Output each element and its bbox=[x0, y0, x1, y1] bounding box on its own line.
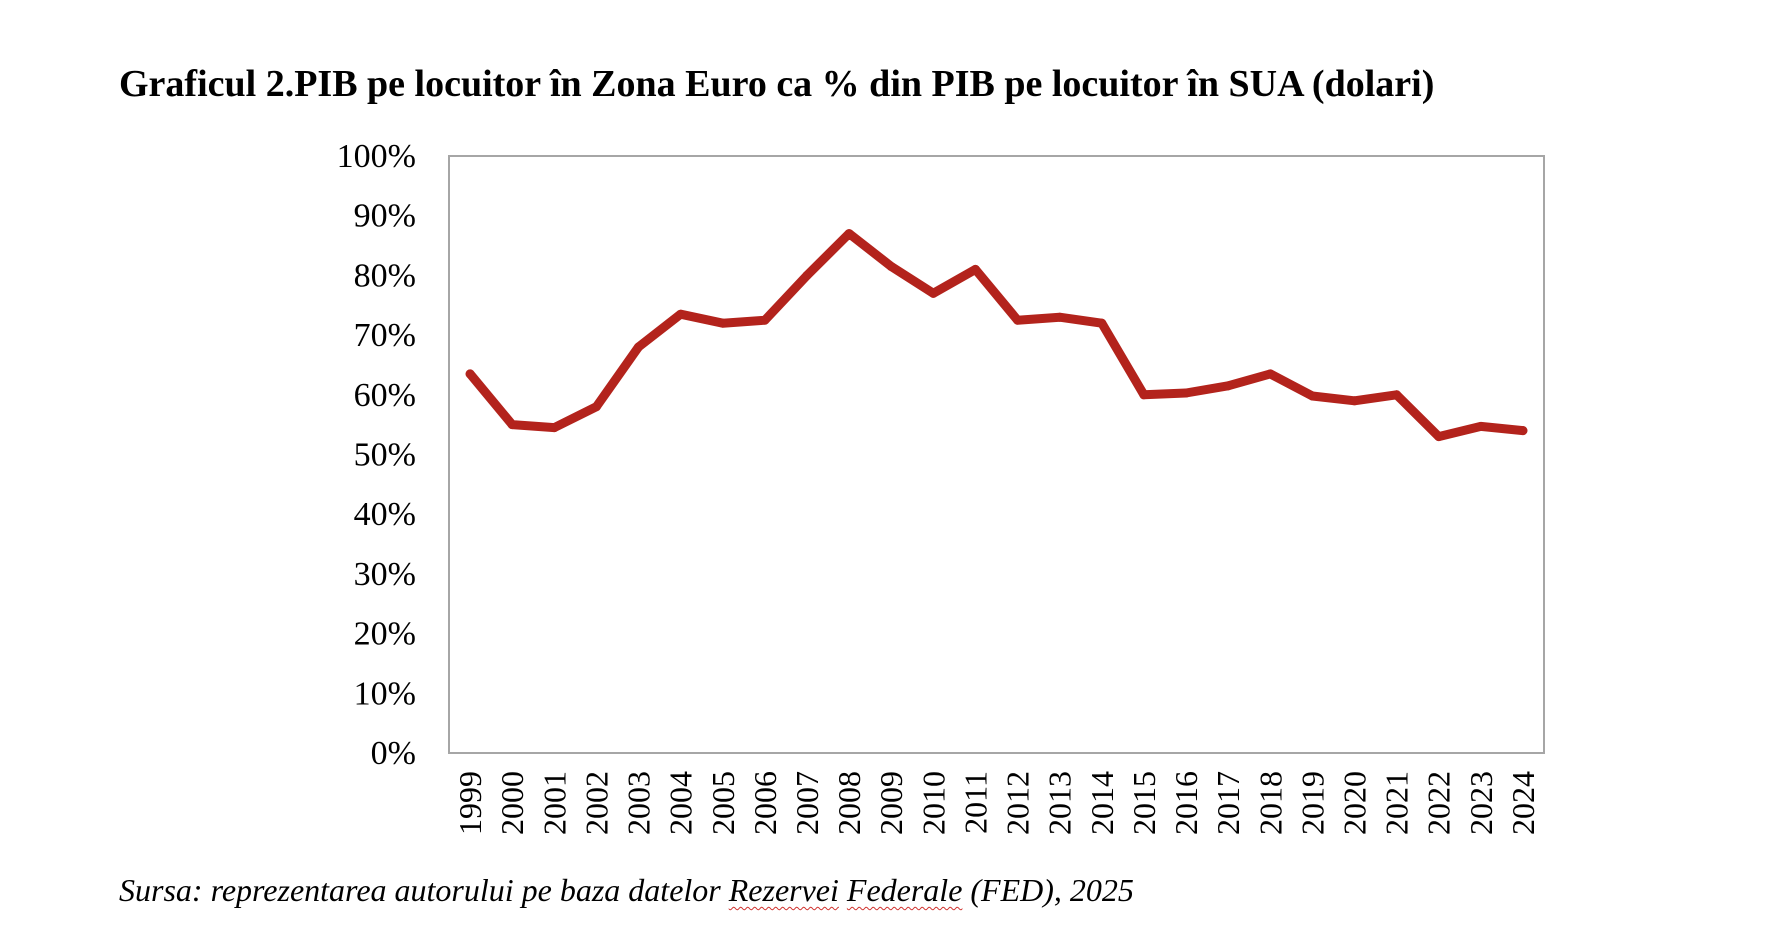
data-point bbox=[1139, 390, 1149, 400]
x-tick-label: 2016 bbox=[1168, 771, 1204, 835]
source-space bbox=[839, 872, 847, 908]
x-tick-label: 2000 bbox=[494, 771, 530, 835]
y-tick-label: 90% bbox=[354, 198, 416, 235]
x-tick-label: 2009 bbox=[873, 771, 909, 835]
x-tick-label: 2019 bbox=[1294, 771, 1330, 835]
x-tick-label: 2004 bbox=[663, 771, 699, 835]
data-point bbox=[1392, 390, 1402, 400]
data-point bbox=[549, 423, 559, 433]
source-word-federale: Federale bbox=[846, 872, 963, 908]
x-tick-label: 2012 bbox=[1000, 771, 1036, 835]
data-point bbox=[886, 261, 896, 271]
data-point bbox=[1265, 369, 1275, 379]
x-tick-label: 2003 bbox=[621, 771, 657, 835]
data-point bbox=[760, 315, 770, 325]
x-tick-label: 2006 bbox=[747, 771, 783, 835]
plot-frame bbox=[448, 155, 1545, 754]
data-point bbox=[634, 342, 644, 352]
y-tick-label: 60% bbox=[354, 377, 416, 414]
y-tick-label: 80% bbox=[354, 257, 416, 294]
data-point bbox=[928, 288, 938, 298]
y-tick-label: 30% bbox=[354, 556, 416, 593]
data-point bbox=[718, 318, 728, 328]
data-point bbox=[1476, 421, 1486, 431]
source-note: Sursa: reprezentarea autorului pe baza d… bbox=[119, 872, 1134, 909]
y-tick-label: 70% bbox=[354, 317, 416, 354]
data-point bbox=[1013, 315, 1023, 325]
y-tick-label: 0% bbox=[371, 735, 416, 772]
data-point bbox=[507, 420, 517, 430]
x-tick-label: 2011 bbox=[957, 771, 993, 834]
source-word-rezervei: Rezervei bbox=[728, 872, 839, 908]
data-point bbox=[970, 264, 980, 274]
x-tick-label: 2022 bbox=[1421, 771, 1457, 835]
data-point bbox=[1223, 381, 1233, 391]
chart-title: Graficul 2.PIB pe locuitor în Zona Euro … bbox=[119, 63, 1435, 105]
source-suffix: (FED), 2025 bbox=[962, 872, 1134, 908]
x-tick-label: 2023 bbox=[1463, 771, 1499, 835]
x-tick-label: 2005 bbox=[705, 771, 741, 835]
x-tick-label: 2014 bbox=[1084, 771, 1120, 835]
data-point bbox=[844, 229, 854, 239]
x-tick-label: 2010 bbox=[915, 771, 951, 835]
x-tick-label: 2013 bbox=[1042, 771, 1078, 835]
data-point bbox=[802, 270, 812, 280]
y-tick-label: 40% bbox=[354, 496, 416, 533]
data-point bbox=[1181, 388, 1191, 398]
x-tick-label: 2001 bbox=[536, 771, 572, 835]
x-tick-label: 2021 bbox=[1379, 771, 1415, 835]
data-point bbox=[1055, 312, 1065, 322]
y-tick-label: 10% bbox=[354, 675, 416, 712]
x-tick-label: 2024 bbox=[1505, 771, 1541, 835]
x-tick-label: 2020 bbox=[1336, 771, 1372, 835]
y-tick-label: 100% bbox=[337, 138, 416, 175]
data-point bbox=[1518, 426, 1528, 436]
series-line bbox=[465, 229, 1528, 442]
y-tick-label: 50% bbox=[354, 437, 416, 474]
data-point bbox=[591, 402, 601, 412]
data-point bbox=[1349, 396, 1359, 406]
data-point bbox=[465, 369, 475, 379]
data-point bbox=[1097, 318, 1107, 328]
data-point bbox=[1434, 432, 1444, 442]
x-tick-label: 2007 bbox=[789, 771, 825, 835]
data-point bbox=[676, 309, 686, 319]
data-point bbox=[1307, 391, 1317, 401]
x-tick-label: 1999 bbox=[452, 771, 488, 835]
x-tick-label: 2018 bbox=[1252, 771, 1288, 835]
x-tick-label: 2002 bbox=[578, 771, 614, 835]
y-tick-label: 20% bbox=[354, 616, 416, 653]
x-tick-label: 2017 bbox=[1210, 771, 1246, 835]
x-tick-label: 2015 bbox=[1126, 771, 1162, 835]
x-tick-label: 2008 bbox=[831, 771, 867, 835]
source-prefix: Sursa: reprezentarea autorului pe baza d… bbox=[119, 872, 729, 908]
